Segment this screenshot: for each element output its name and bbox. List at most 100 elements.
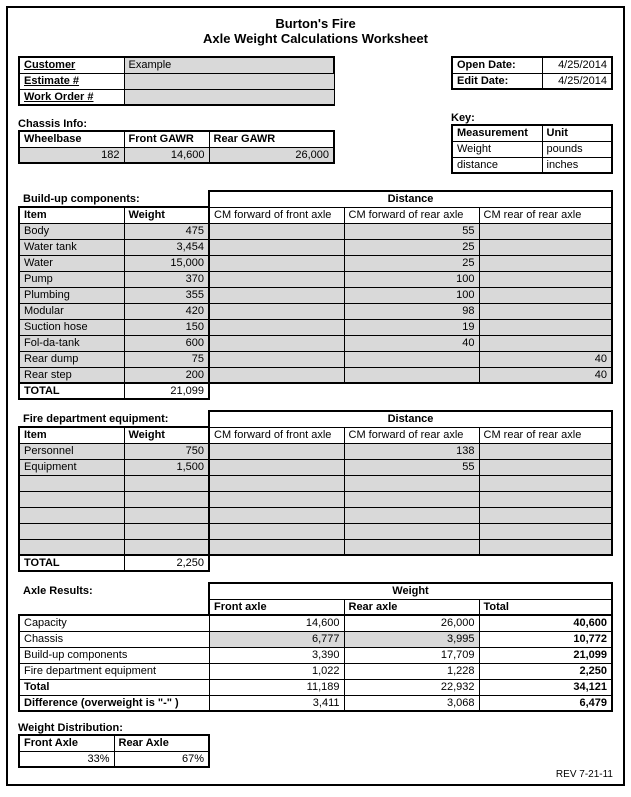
table-row: [19, 539, 612, 555]
buildup-heading: Build-up components:: [19, 191, 209, 207]
axle-row-rear: 3,995: [344, 631, 479, 647]
wheelbase-label: Wheelbase: [19, 131, 124, 147]
customer-table: Customer Example Estimate # Work Order #: [18, 56, 335, 106]
dist-rear-value: 67%: [114, 751, 209, 767]
d2-cell: 138: [344, 443, 479, 459]
buildup-col-weight: Weight: [124, 207, 209, 223]
dist-rear-label: Rear Axle: [114, 735, 209, 751]
chassis-table: Wheelbase Front GAWR Rear GAWR 182 14,60…: [18, 130, 335, 164]
fde-col-weight: Weight: [124, 427, 209, 443]
d1-cell: [209, 223, 344, 239]
axle-row-front: 14,600: [209, 615, 344, 631]
d3-cell: [479, 507, 612, 523]
d2-cell: 25: [344, 255, 479, 271]
d1-cell: [209, 287, 344, 303]
weight-cell: [124, 491, 209, 507]
fde-total-value: 2,250: [124, 555, 209, 571]
buildup-col-d1: CM forward of front axle: [209, 207, 344, 223]
weight-cell: 370: [124, 271, 209, 287]
table-row: Build-up components3,39017,70921,099: [19, 647, 612, 663]
d3-cell: [479, 239, 612, 255]
d3-cell: [479, 223, 612, 239]
open-date-label: Open Date:: [452, 57, 542, 73]
d2-cell: 55: [344, 459, 479, 475]
d2-cell: 100: [344, 271, 479, 287]
item-cell: Water tank: [19, 239, 124, 255]
weight-cell: [124, 523, 209, 539]
table-row: Suction hose15019: [19, 319, 612, 335]
d3-cell: [479, 475, 612, 491]
estimate-value: [124, 73, 334, 89]
edit-date-value: 4/25/2014: [542, 73, 612, 89]
company-title: Burton's Fire: [18, 16, 613, 31]
d3-cell: [479, 335, 612, 351]
key-block: Key: Measurement Unit Weight pounds dist…: [451, 112, 613, 174]
table-row: Rear step20040: [19, 367, 612, 383]
d2-cell: 55: [344, 223, 479, 239]
item-cell: [19, 523, 124, 539]
chassis-key-row: Chassis Info: Wheelbase Front GAWR Rear …: [18, 112, 613, 174]
weight-cell: 200: [124, 367, 209, 383]
d3-cell: [479, 523, 612, 539]
customer-label: Customer: [19, 57, 124, 73]
open-date-value: 4/25/2014: [542, 57, 612, 73]
dist-front-value: 33%: [19, 751, 114, 767]
estimate-label: Estimate #: [19, 73, 124, 89]
item-cell: [19, 507, 124, 523]
weight-cell: [124, 539, 209, 555]
weight-cell: 15,000: [124, 255, 209, 271]
item-cell: Rear step: [19, 367, 124, 383]
table-row: Equipment1,50055: [19, 459, 612, 475]
item-cell: Plumbing: [19, 287, 124, 303]
item-cell: Modular: [19, 303, 124, 319]
axle-row-total: 40,600: [479, 615, 612, 631]
table-row: Water tank3,45425: [19, 239, 612, 255]
d2-cell: [344, 523, 479, 539]
fde-col-d1: CM forward of front axle: [209, 427, 344, 443]
d3-cell: [479, 271, 612, 287]
d3-cell: [479, 459, 612, 475]
fde-total-label: TOTAL: [19, 555, 124, 571]
key-row-0-m: Weight: [452, 141, 542, 157]
rear-gawr-value: 26,000: [209, 147, 334, 163]
d1-cell: [209, 507, 344, 523]
weight-cell: 600: [124, 335, 209, 351]
table-row: Pump370100: [19, 271, 612, 287]
buildup-col-d3: CM rear of rear axle: [479, 207, 612, 223]
axle-row-rear: 1,228: [344, 663, 479, 679]
fde-col-d2: CM forward of rear axle: [344, 427, 479, 443]
rear-gawr-label: Rear GAWR: [209, 131, 334, 147]
item-cell: [19, 491, 124, 507]
d1-cell: [209, 443, 344, 459]
axle-row-front: 3,390: [209, 647, 344, 663]
table-row: Plumbing355100: [19, 287, 612, 303]
table-row: [19, 523, 612, 539]
d3-cell: [479, 491, 612, 507]
d3-cell: [479, 287, 612, 303]
front-gawr-label: Front GAWR: [124, 131, 209, 147]
d3-cell: [479, 539, 612, 555]
axle-row-label: Fire department equipment: [19, 663, 209, 679]
table-row: [19, 475, 612, 491]
d2-cell: [344, 507, 479, 523]
axle-row-total: 21,099: [479, 647, 612, 663]
d1-cell: [209, 367, 344, 383]
axle-row-front: 1,022: [209, 663, 344, 679]
table-row: Capacity14,60026,00040,600: [19, 615, 612, 631]
distribution-table: Front Axle Rear Axle 33% 67%: [18, 734, 210, 768]
d1-cell: [209, 335, 344, 351]
table-row: Personnel750138: [19, 443, 612, 459]
axle-row-front: 11,189: [209, 679, 344, 695]
d2-cell: 25: [344, 239, 479, 255]
axle-row-total: 6,479: [479, 695, 612, 711]
d2-cell: 19: [344, 319, 479, 335]
weight-cell: 355: [124, 287, 209, 303]
key-heading: Key:: [451, 112, 613, 124]
d3-cell: [479, 255, 612, 271]
axle-row-label: Capacity: [19, 615, 209, 631]
d2-cell: [344, 539, 479, 555]
d1-cell: [209, 303, 344, 319]
buildup-total-value: 21,099: [124, 383, 209, 399]
chassis-heading: Chassis Info:: [18, 118, 335, 130]
weight-cell: 75: [124, 351, 209, 367]
